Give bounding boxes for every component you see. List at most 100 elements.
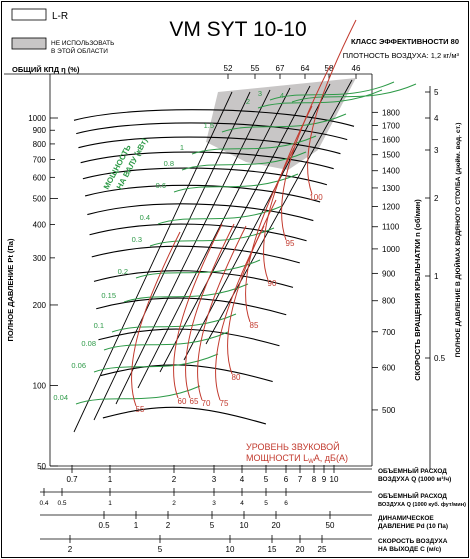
x-scale-3-tick-label-1: 5: [158, 545, 163, 554]
x-scale-2-tick-label-6: 50: [326, 521, 335, 530]
speed-tick-label-7: 1100: [382, 223, 400, 232]
speed-tick-label-12: 600: [382, 364, 396, 373]
speed-tick-label-13: 500: [382, 406, 396, 415]
efficiency-axis-label: ОБЩИЙ КПД η (%): [12, 65, 80, 74]
power-curve-9: [103, 331, 229, 351]
efficiency-tick-label-1: 55: [251, 64, 260, 73]
x-scale-0-tick-label-8: 8: [312, 475, 317, 484]
x-scale-0-tick-label-4: 4: [240, 475, 245, 484]
efficiency-class: КЛАСС ЭФФЕКТИВНОСТИ 80: [351, 37, 459, 46]
x-scale-2-tick-label-5: 20: [272, 521, 281, 530]
y-tick-label-7: 300: [33, 254, 47, 263]
x-scale-0-tick-label-7: 7: [298, 475, 303, 484]
speed-axis-label: СКОРОСТЬ ВРАЩЕНИЯ КРЫЛЬЧАТКИ n (об/мин): [413, 199, 422, 381]
y-axis-ticks: 1000 900 800 700 600 500 400 300 200 100 50: [28, 114, 58, 471]
inch-tick-label-3: 2: [434, 194, 439, 203]
noise-curve-3: [197, 225, 247, 401]
noise-label-2: МОЩНОСТИ LWА, дБ(А): [246, 453, 348, 465]
power-label-2: 0.8: [164, 159, 174, 168]
noise-curve-9: [307, 19, 357, 195]
speed-scale: 1800 1700 1600 1500 1400 1300 1200 1100 1000 900 8…: [372, 108, 400, 415]
speed-curve-11: [98, 328, 280, 347]
noise-curve-5: [227, 199, 277, 375]
noise-label-2-sub: W: [308, 459, 314, 465]
noise-curve-0: [131, 231, 181, 407]
legend-label-forbidden-2: В ЭТОЙ ОБЛАСТИ: [51, 46, 108, 55]
x-scale-label-2b: ВОЗДУХА Q (1000 куб. фут/мин): [378, 501, 466, 508]
power-label-10: 0.06: [71, 361, 86, 370]
speed-curve-4: [82, 167, 328, 186]
y-axis-label: ПОЛНОЕ ДАВЛЕНИЕ Pt (Па): [6, 238, 15, 341]
x-scale-label-4a: СКОРОСТЬ ВОЗДУХА: [378, 538, 448, 545]
noise-label-8: 95: [286, 239, 295, 248]
inch-tick-label-0: 5: [434, 88, 439, 97]
speed-curve-1: [76, 122, 348, 141]
air-density: ПЛОТНОСТЬ ВОЗДУХА: 1,2 кг/м³: [343, 51, 460, 60]
speed-curve-7: [89, 223, 307, 242]
x-scale-2-tick-label-2: 2: [166, 521, 171, 530]
x-scale-label-1a: ОБЪЕМНЫЙ РАСХОД: [378, 466, 447, 475]
power-curve-11: [75, 385, 201, 405]
noise-label-7: 90: [268, 279, 277, 288]
power-curve-0: [221, 113, 347, 133]
speed-tick-label-4: 1400: [382, 167, 400, 176]
x-scale-3-tick-label-2: 10: [226, 545, 235, 554]
power-curve-6: [135, 259, 261, 279]
x-scale-2-tick-label-0: 0.5: [98, 521, 110, 530]
inch-tick-label-1: 4: [434, 114, 439, 123]
x-scale-0-tick-label-9: 9: [322, 475, 327, 484]
speed-curve-2: [78, 136, 341, 155]
power-label-13: 3: [258, 89, 262, 98]
speed-tick-label-0: 1800: [382, 108, 400, 117]
power-curve-14: [291, 83, 417, 103]
power-curve-7: [123, 283, 249, 303]
x-scale-3-tick-label-5: 25: [318, 545, 327, 554]
system-line-4: [159, 85, 311, 373]
x-scale-2-tick-label-3: 5: [210, 521, 215, 530]
performance-curves: 1.5 1 0.8 0.6 0.4 0.3 0.2 0.15 0.1 0.08 0.06 0.04 23…: [53, 19, 417, 433]
power-curve-13: [269, 81, 395, 101]
x-scale-1-tick-label-4: 3: [212, 500, 216, 507]
chart-title: VM SYT 10-10: [169, 18, 306, 41]
speed-curve-5: [84, 184, 321, 203]
system-line-1: [93, 91, 251, 421]
y-tick-label-5: 500: [33, 195, 47, 204]
x-scale-0-tick-label-1: 1: [108, 475, 113, 484]
noise-label-3: 70: [202, 399, 211, 408]
y-tick-label-6: 400: [33, 220, 47, 229]
speed-tick-label-1: 1700: [382, 122, 400, 131]
inch-scale: 5 4 3 2 1 0.5: [425, 88, 446, 363]
power-curve-4: [157, 205, 283, 225]
x-scale-label-3b: ДАВЛЕНИЕ Pd (10 Па): [378, 523, 448, 530]
x-scale-2-tick-label-1: 1: [134, 521, 139, 530]
noise-label-2-tail: А, дБ(А): [314, 453, 348, 463]
inch-tick-label-5: 0.5: [434, 354, 446, 363]
noise-label-9: 100: [309, 193, 323, 202]
speed-curve-3: [80, 151, 334, 170]
speed-tick-label-11: 700: [382, 328, 396, 337]
speed-curve-10: [96, 297, 287, 316]
x-scale-1-tick-label-5: 4: [240, 500, 244, 507]
bottom-scales: 0.7 1 2 3 4 5 6 7 8 9 100.4 0.5 1 2 3 4 5 60.5 1 2 5 10 20 502 5…: [39, 465, 372, 554]
power-label-14: 4: [280, 91, 284, 100]
inch-tick-label-4: 1: [434, 272, 439, 281]
forbidden-zone: [206, 78, 356, 170]
y-tick-label-1: 900: [33, 126, 47, 135]
system-line-3: [137, 87, 291, 389]
speed-curve-0: [73, 109, 355, 127]
speed-tick-label-8: 1000: [382, 245, 400, 254]
noise-label-1: УРОВЕНЬ ЗВУКОВОЙ: [246, 441, 340, 452]
power-curve-1: [191, 135, 317, 155]
power-curve-5: [149, 227, 275, 247]
efficiency-tick-label-0: 52: [224, 64, 233, 73]
x-scale-1-tick-label-1: 0.5: [57, 500, 66, 507]
inch-axis-label: ПОЛНОЕ ДАВЛЕНИЕ В ДЮЙМАХ ВОДЯНОГО СТОЛБА…: [453, 122, 462, 357]
power-label-12: 2: [246, 97, 250, 106]
inch-tick-label-2: 3: [434, 146, 439, 155]
x-scale-0-tick-label-6: 6: [284, 475, 289, 484]
y-tick-label-9: 100: [33, 381, 47, 390]
y-tick-label-4: 600: [33, 173, 47, 182]
efficiency-ticks: 52 55 67 64 58 46: [224, 64, 361, 79]
x-scale-label-1b: ВОЗДУХА Q (1000 м³/ч): [378, 476, 451, 483]
